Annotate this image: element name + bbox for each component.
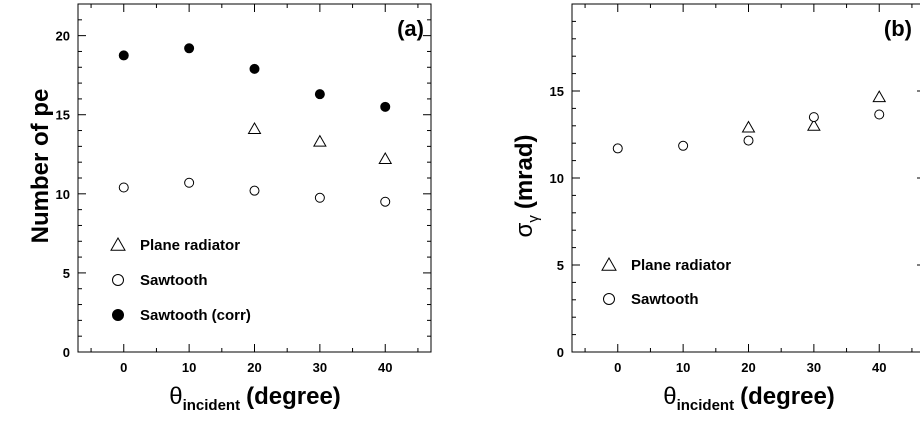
- x-tick-label: 0: [120, 360, 127, 375]
- y-tick-label: 0: [63, 345, 70, 360]
- y-tick-label: 10: [56, 187, 70, 202]
- data-point: [612, 143, 623, 154]
- data-point: [872, 90, 887, 103]
- panel-a-x-axis-title: θincident (degree): [169, 383, 341, 414]
- panel-b-ticks: 0 10 20 30 40 0 5 10 15: [550, 3, 920, 375]
- y-tick-label: 15: [550, 84, 564, 99]
- panel-a-points: [118, 43, 393, 207]
- x-tick-label: 40: [378, 360, 392, 375]
- panel-a-y-axis-title: Number of pe: [27, 89, 54, 244]
- y-tick-label: 15: [56, 108, 70, 123]
- data-point: [807, 118, 821, 131]
- y-tick-label: 10: [550, 171, 564, 186]
- data-point: [314, 192, 325, 203]
- data-point: [743, 135, 754, 146]
- panel-a: 0 10 20 30 40 0 5 10 15 20 (a) Plane radiator Sawt…: [27, 3, 432, 414]
- data-point: [247, 121, 262, 134]
- legend-marker: [112, 274, 124, 286]
- panel-b-legend: Plane radiator Sawtooth: [601, 256, 731, 308]
- legend-label: Plane radiator: [631, 257, 731, 274]
- x-tick-label: 40: [872, 360, 886, 375]
- legend-label: Sawtooth: [140, 272, 208, 289]
- data-point: [118, 50, 129, 61]
- x-tick-label: 10: [182, 360, 196, 375]
- x-tick-label: 30: [313, 360, 327, 375]
- panel-a-x-unit: (degree): [246, 383, 341, 410]
- data-point: [118, 182, 129, 193]
- data-point: [678, 140, 689, 151]
- panel-b-plot-frame: [571, 3, 920, 353]
- panel-b-y-axis-label: σγ (mrad): [511, 135, 542, 238]
- data-point: [741, 120, 756, 133]
- legend-marker: [601, 256, 617, 271]
- data-point: [874, 109, 885, 120]
- panel-b-points: [612, 90, 887, 154]
- panel-b-label: (b): [884, 16, 912, 41]
- data-point: [378, 152, 393, 165]
- data-point: [808, 112, 819, 123]
- panel-b: 0 10 20 30 40 0 5 10 15 (b) Plane radiator Sawtoo…: [511, 3, 920, 414]
- panel-b-x-unit: (degree): [740, 383, 835, 410]
- legend-marker: [603, 293, 615, 305]
- data-point: [249, 63, 260, 74]
- panel-b-y-unit: (mrad): [511, 135, 538, 210]
- panel-a-y-axis-label: Number of pe: [27, 89, 54, 244]
- panel-b-y-subscript: γ: [525, 215, 542, 223]
- data-point: [184, 43, 195, 54]
- x-tick-label: 30: [807, 360, 821, 375]
- data-point: [249, 185, 260, 196]
- y-tick-label: 5: [63, 266, 70, 281]
- panel-a-plot-frame: [77, 3, 432, 353]
- panel-a-label: (a): [397, 16, 424, 41]
- data-point: [184, 177, 195, 188]
- y-tick-label: 0: [557, 345, 564, 360]
- legend-marker: [110, 236, 126, 251]
- legend-label: Plane radiator: [140, 237, 240, 254]
- panel-b-x-symbol: θ: [663, 383, 676, 410]
- y-tick-label: 20: [56, 29, 70, 44]
- legend-marker: [112, 309, 124, 321]
- x-tick-label: 10: [676, 360, 690, 375]
- data-point: [380, 196, 391, 207]
- panel-b-x-axis-title: θincident (degree): [663, 383, 835, 414]
- x-tick-label: 20: [247, 360, 261, 375]
- panel-b-y-axis-title: σγ (mrad): [511, 135, 542, 238]
- data-point: [313, 134, 327, 147]
- panel-a-legend: Plane radiator Sawtooth Sawtooth (corr): [110, 236, 251, 324]
- x-tick-label: 0: [614, 360, 621, 375]
- y-tick-label: 5: [557, 258, 564, 273]
- panel-b-y-symbol: σ: [511, 222, 538, 237]
- panel-a-x-subscript: incident: [183, 397, 241, 414]
- data-point: [314, 89, 325, 100]
- data-point: [380, 101, 391, 112]
- legend-label: Sawtooth: [631, 291, 699, 308]
- panel-a-ticks: 0 10 20 30 40 0 5 10 15 20: [56, 3, 431, 375]
- x-tick-label: 20: [741, 360, 755, 375]
- panel-a-x-symbol: θ: [169, 383, 182, 410]
- legend-label: Sawtooth (corr): [140, 307, 251, 324]
- panel-b-x-subscript: incident: [677, 397, 735, 414]
